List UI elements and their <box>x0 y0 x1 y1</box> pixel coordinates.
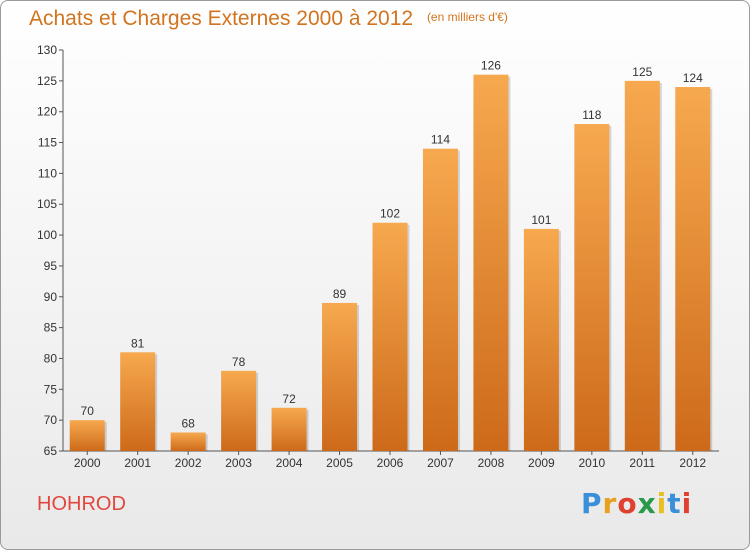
y-tick-label: 115 <box>38 136 57 150</box>
bar-value-label: 68 <box>181 416 195 430</box>
x-tick-label: 2003 <box>225 456 252 470</box>
bar-value-label: 78 <box>232 355 246 369</box>
y-tick-label: 105 <box>37 197 57 211</box>
y-tick-label: 80 <box>44 351 58 365</box>
bar-value-label: 125 <box>632 65 652 79</box>
bar-2011 <box>624 80 660 451</box>
bar-2006 <box>372 222 408 451</box>
bar-value-label: 126 <box>481 59 501 73</box>
y-tick-label: 120 <box>37 105 57 119</box>
chart-title-text: Achats et Charges Externes 2000 à 2012 <box>29 7 414 30</box>
x-tick-label: 2011 <box>629 456 655 470</box>
bar-value-label: 118 <box>582 108 601 122</box>
x-tick-label: 2005 <box>326 456 353 470</box>
bar-2005 <box>322 302 358 451</box>
bar-2000 <box>69 420 105 451</box>
x-tick-label: 2009 <box>528 456 555 470</box>
x-tick-label: 2006 <box>377 456 404 470</box>
bar-value-label: 124 <box>683 71 703 85</box>
y-tick-label: 125 <box>37 74 57 88</box>
bar-value-label: 81 <box>131 336 145 350</box>
bar-value-label: 72 <box>282 392 296 406</box>
bar-2002 <box>170 432 206 451</box>
logo-letter: i <box>681 487 693 520</box>
x-tick-label: 2010 <box>578 456 605 470</box>
bar-value-label: 70 <box>81 404 95 418</box>
bar-value-label: 114 <box>431 133 450 147</box>
y-tick-label: 110 <box>38 166 57 180</box>
logo-letter: P <box>581 487 603 520</box>
bar-2009 <box>523 228 559 451</box>
bar-value-label: 89 <box>333 287 347 301</box>
y-tick-label: 130 <box>37 43 57 57</box>
x-tick-label: 2007 <box>427 456 454 470</box>
bar-2001 <box>120 352 156 451</box>
bar-2010 <box>574 124 610 452</box>
bar-2012 <box>675 87 711 451</box>
y-tick-label: 85 <box>44 321 58 335</box>
chart-title: Achats et Charges Externes 2000 à 2012 (… <box>29 7 508 31</box>
y-tick-label: 65 <box>44 444 58 458</box>
x-tick-label: 2000 <box>74 456 101 470</box>
x-tick-label: 2004 <box>276 456 303 470</box>
bar-value-label: 101 <box>531 213 551 227</box>
logo-letter: t <box>667 487 682 520</box>
bar-2007 <box>422 148 458 451</box>
bar-value-label: 102 <box>380 207 400 221</box>
logo-letter: i <box>656 487 668 520</box>
logo-letter: o <box>617 487 638 520</box>
logo-letter: r <box>602 487 618 520</box>
bar-2003 <box>221 370 257 451</box>
proxiti-logo: Proxiti <box>581 487 692 520</box>
x-tick-label: 2008 <box>478 456 505 470</box>
chart-unit: (en milliers d'€) <box>426 10 508 24</box>
y-tick-label: 70 <box>44 413 58 427</box>
place-name: HOHROD <box>37 493 126 515</box>
x-tick-label: 2001 <box>124 456 151 470</box>
y-tick-label: 100 <box>37 228 57 242</box>
y-tick-label: 95 <box>44 259 58 273</box>
y-tick-label: 75 <box>44 382 58 396</box>
logo-letter: x <box>637 487 657 520</box>
x-tick-label: 2012 <box>679 456 706 470</box>
y-tick-label: 90 <box>44 290 58 304</box>
x-tick-label: 2002 <box>175 456 202 470</box>
bar-2004 <box>271 407 307 451</box>
bar-2008 <box>473 74 509 451</box>
